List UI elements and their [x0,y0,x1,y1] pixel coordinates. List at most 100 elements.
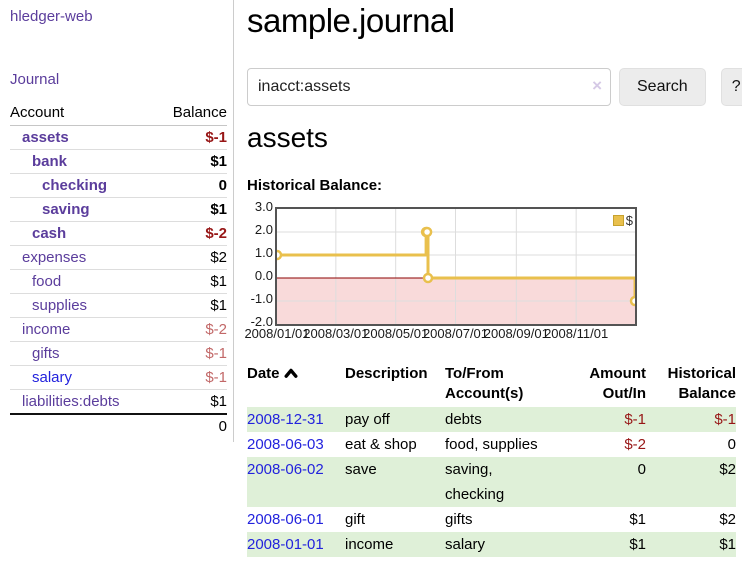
sidebar-account-link[interactable]: cash [32,225,67,242]
search-input[interactable] [247,68,611,106]
transaction-date-link[interactable]: 2008-01-01 [247,536,324,553]
transaction-balance: $2 [719,461,736,478]
register-header-date[interactable]: Date [247,358,345,407]
transaction-balance: $2 [719,511,736,528]
y-axis-tick-label: -1.0 [250,291,273,306]
sidebar-account-link[interactable]: bank [32,153,68,170]
account-balance: $1 [155,389,227,415]
account-name-cell: food [10,269,156,294]
account-row: bank $1 [10,149,227,174]
transaction-date-cell: 2008-01-01 [247,532,345,557]
account-balance: $1 [155,269,227,294]
register-header-row: Date Description To/From Account(s) Amou… [247,358,736,407]
transaction-date-cell: 2008-06-03 [247,432,345,457]
transaction-balance: 0 [727,436,736,453]
transaction-accounts: saving, checking [445,461,505,503]
sidebar-account-link[interactable]: liabilities:debts [22,393,120,410]
transaction-accounts: salary [445,536,486,553]
account-balance: $-2 [155,221,227,246]
register-header-description: Description [345,365,428,382]
account-balance: $1 [155,149,227,174]
account-name-cell: saving [10,197,156,222]
accounts-total-value: 0 [155,413,227,438]
sort-ascending-icon [284,365,298,385]
chart-title: Historical Balance: [247,177,383,194]
register-row: 2008-12-31 pay off debts $-1 $-1 [247,407,736,432]
account-name-cell: salary [10,365,156,390]
sidebar-account-link[interactable]: checking [42,177,108,194]
help-button[interactable]: ? [720,68,742,106]
accounts-total-spacer [10,413,156,438]
account-row: gifts $-1 [10,341,227,366]
account-name-cell: cash [10,221,156,246]
transaction-description: income [345,536,394,553]
sidebar-account-link[interactable]: income [22,321,71,338]
register-header-balance: Historical Balance [667,365,736,402]
sidebar-account-link[interactable]: gifts [32,345,60,362]
sidebar-account-link[interactable]: assets [22,129,69,146]
account-page-title: assets [247,122,328,153]
register-row: 2008-06-01 gift gifts $1 $2 [247,507,736,532]
transaction-date-link[interactable]: 2008-06-01 [247,511,324,528]
account-row: assets $-1 [10,125,227,150]
search-button[interactable]: Search [619,68,706,106]
transaction-description: pay off [345,411,390,428]
app-title-link[interactable]: hledger-web [10,8,93,25]
account-row: checking 0 [10,173,227,198]
account-name-cell: bank [10,149,156,174]
register-header-amount: Amount Out/In [589,365,646,402]
account-row: liabilities:debts $1 [10,389,227,415]
clear-search-icon[interactable]: × [592,76,602,95]
transaction-date-cell: 2008-12-31 [247,407,345,432]
y-axis-tick-label: 1.0 [254,245,273,260]
sidebar-item-journal[interactable]: Journal [10,71,60,88]
transaction-amount: $-2 [624,436,646,453]
transaction-date-link[interactable]: 2008-12-31 [247,411,324,428]
account-name-cell: assets [10,125,156,150]
sidebar-account-link[interactable]: supplies [32,297,88,314]
account-balance: $1 [155,293,227,318]
account-balance: $-2 [155,317,227,342]
sidebar-account-link[interactable]: saving [42,201,90,218]
register-table: Date Description To/From Account(s) Amou… [247,358,736,557]
register-row: 2008-06-03 eat & shop food, supplies $-2 0 [247,432,736,457]
account-name-cell: liabilities:debts [10,389,156,415]
y-axis-tick-label: -2.0 [250,314,273,329]
transaction-date-link[interactable]: 2008-06-02 [247,461,324,478]
accounts-header-row: Account Balance [10,101,227,126]
account-name-cell: expenses [10,245,156,270]
account-row: cash $-2 [10,221,227,246]
account-row: supplies $1 [10,293,227,318]
x-axis-tick-label: 2008/07/01 [422,326,489,341]
x-axis-tick-label: 2008/03/01 [303,326,369,341]
account-name-cell: checking [10,173,156,198]
chart-canvas [271,209,641,324]
date-header-label: Date [247,365,280,382]
transaction-date-cell: 2008-06-01 [247,507,345,532]
transaction-date-cell: 2008-06-02 [247,457,345,507]
chart-legend: $ [612,213,633,228]
transaction-amount: $1 [629,511,646,528]
sidebar-account-link[interactable]: food [32,273,62,290]
transaction-description: eat & shop [345,436,417,453]
sidebar-account-link[interactable]: salary [32,369,73,386]
account-row: food $1 [10,269,227,294]
account-balance: $-1 [155,365,227,390]
account-name-cell: supplies [10,293,156,318]
transaction-date-link[interactable]: 2008-06-03 [247,436,324,453]
transaction-accounts: debts [445,411,482,428]
accounts-table: Account Balance assets $-1 bank $1 checking 0… [10,101,227,438]
register-row: 2008-06-02 save saving, checking 0 $2 [247,457,736,507]
account-balance: 0 [155,173,227,198]
y-axis-tick-label: 2.0 [254,222,273,237]
account-balance: $2 [155,245,227,270]
search-row: × Search ? [247,68,742,106]
transaction-balance: $-1 [714,411,736,428]
page-title: sample.journal [247,2,455,39]
y-axis-tick-label: 0.0 [254,268,273,283]
account-name-cell: gifts [10,341,156,366]
transaction-description: gift [345,511,366,528]
transaction-accounts: gifts [445,511,473,528]
x-axis-tick-label: 2008/09/01 [483,326,549,341]
sidebar-account-link[interactable]: expenses [22,249,87,266]
